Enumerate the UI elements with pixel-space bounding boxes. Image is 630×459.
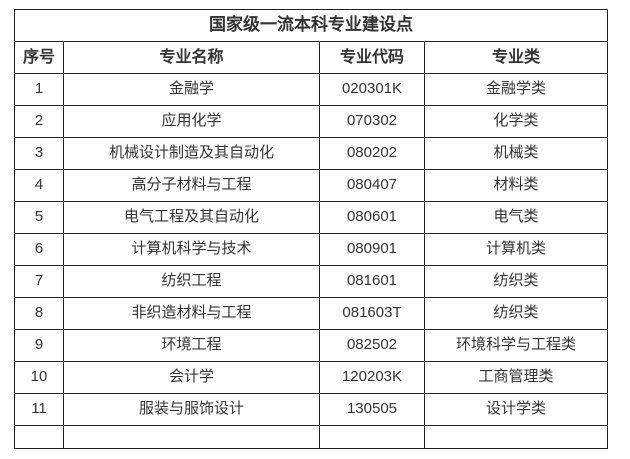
cell-major-code: 080901: [319, 233, 425, 266]
table-row: 7 纺织工程 081601 纺织类: [14, 265, 608, 298]
cell-major-code: 130505: [319, 393, 425, 426]
cell-major-code: 082502: [319, 329, 425, 362]
table-row: 8 非织造材料与工程 081603T 纺织类: [14, 297, 608, 330]
column-header-major-name: 专业名称: [63, 41, 320, 74]
cell-major-category: 金融学类: [424, 73, 608, 106]
table-row: 9 环境工程 082502 环境科学与工程类: [14, 329, 608, 362]
cell-seq: 6: [14, 233, 64, 266]
cell-major-name: 金融学: [63, 73, 320, 106]
table-row-partial-cut-off: [14, 425, 608, 449]
cell-major-name: 高分子材料与工程: [63, 169, 320, 202]
cell-major-name: 计算机科学与技术: [63, 233, 320, 266]
cell-major-name: 环境工程: [63, 329, 320, 362]
cell-seq: 11: [14, 393, 64, 426]
cell-major-name: 机械设计制造及其自动化: [63, 137, 320, 170]
cell-major-name: 应用化学: [63, 105, 320, 138]
table-row: 11 服装与服饰设计 130505 设计学类: [14, 393, 608, 426]
cell-major-category: 化学类: [424, 105, 608, 138]
cell-major-code: 080407: [319, 169, 425, 202]
table-row: 3 机械设计制造及其自动化 080202 机械类: [14, 137, 608, 170]
cell-major-code: 020301K: [319, 73, 425, 106]
cell-major-category: [424, 425, 608, 449]
cell-seq: 3: [14, 137, 64, 170]
cell-major-name: [63, 425, 320, 449]
table-row: 6 计算机科学与技术 080901 计算机类: [14, 233, 608, 266]
cell-major-name: 电气工程及其自动化: [63, 201, 320, 234]
cell-major-category: 环境科学与工程类: [424, 329, 608, 362]
cell-major-category: 纺织类: [424, 297, 608, 330]
cell-major-category: 设计学类: [424, 393, 608, 426]
cell-major-category: 计算机类: [424, 233, 608, 266]
cell-seq: 10: [14, 361, 64, 394]
table-row: 4 高分子材料与工程 080407 材料类: [14, 169, 608, 202]
majors-table-container: 国家级一流本科专业建设点 序号 专业名称 专业代码 专业类 1 金融学 0203…: [14, 9, 608, 449]
table-row: 2 应用化学 070302 化学类: [14, 105, 608, 138]
cell-major-code: 070302: [319, 105, 425, 138]
cell-major-name: 纺织工程: [63, 265, 320, 298]
cell-major-category: 材料类: [424, 169, 608, 202]
cell-major-category: 纺织类: [424, 265, 608, 298]
cell-major-code: 081603T: [319, 297, 425, 330]
cell-seq: [14, 425, 64, 449]
majors-table: 国家级一流本科专业建设点 序号 专业名称 专业代码 专业类 1 金融学 0203…: [14, 9, 608, 449]
column-header-major-code: 专业代码: [319, 41, 425, 74]
cell-seq: 7: [14, 265, 64, 298]
cell-major-name: 服装与服饰设计: [63, 393, 320, 426]
table-header-row: 序号 专业名称 专业代码 专业类: [14, 41, 608, 74]
cell-major-name: 会计学: [63, 361, 320, 394]
cell-major-category: 工商管理类: [424, 361, 608, 394]
table-title-row: 国家级一流本科专业建设点: [14, 9, 608, 42]
cell-seq: 5: [14, 201, 64, 234]
cell-major-name: 非织造材料与工程: [63, 297, 320, 330]
cell-major-code: [319, 425, 425, 449]
column-header-seq: 序号: [14, 41, 64, 74]
table-title: 国家级一流本科专业建设点: [14, 9, 608, 42]
cell-major-code: 080202: [319, 137, 425, 170]
cell-major-code: 080601: [319, 201, 425, 234]
cell-major-category: 电气类: [424, 201, 608, 234]
cell-major-category: 机械类: [424, 137, 608, 170]
cell-seq: 8: [14, 297, 64, 330]
cell-seq: 2: [14, 105, 64, 138]
cell-seq: 4: [14, 169, 64, 202]
table-row: 10 会计学 120203K 工商管理类: [14, 361, 608, 394]
cell-seq: 9: [14, 329, 64, 362]
table-row: 5 电气工程及其自动化 080601 电气类: [14, 201, 608, 234]
column-header-major-category: 专业类: [424, 41, 608, 74]
cell-seq: 1: [14, 73, 64, 106]
cell-major-code: 081601: [319, 265, 425, 298]
cell-major-code: 120203K: [319, 361, 425, 394]
table-row: 1 金融学 020301K 金融学类: [14, 73, 608, 106]
